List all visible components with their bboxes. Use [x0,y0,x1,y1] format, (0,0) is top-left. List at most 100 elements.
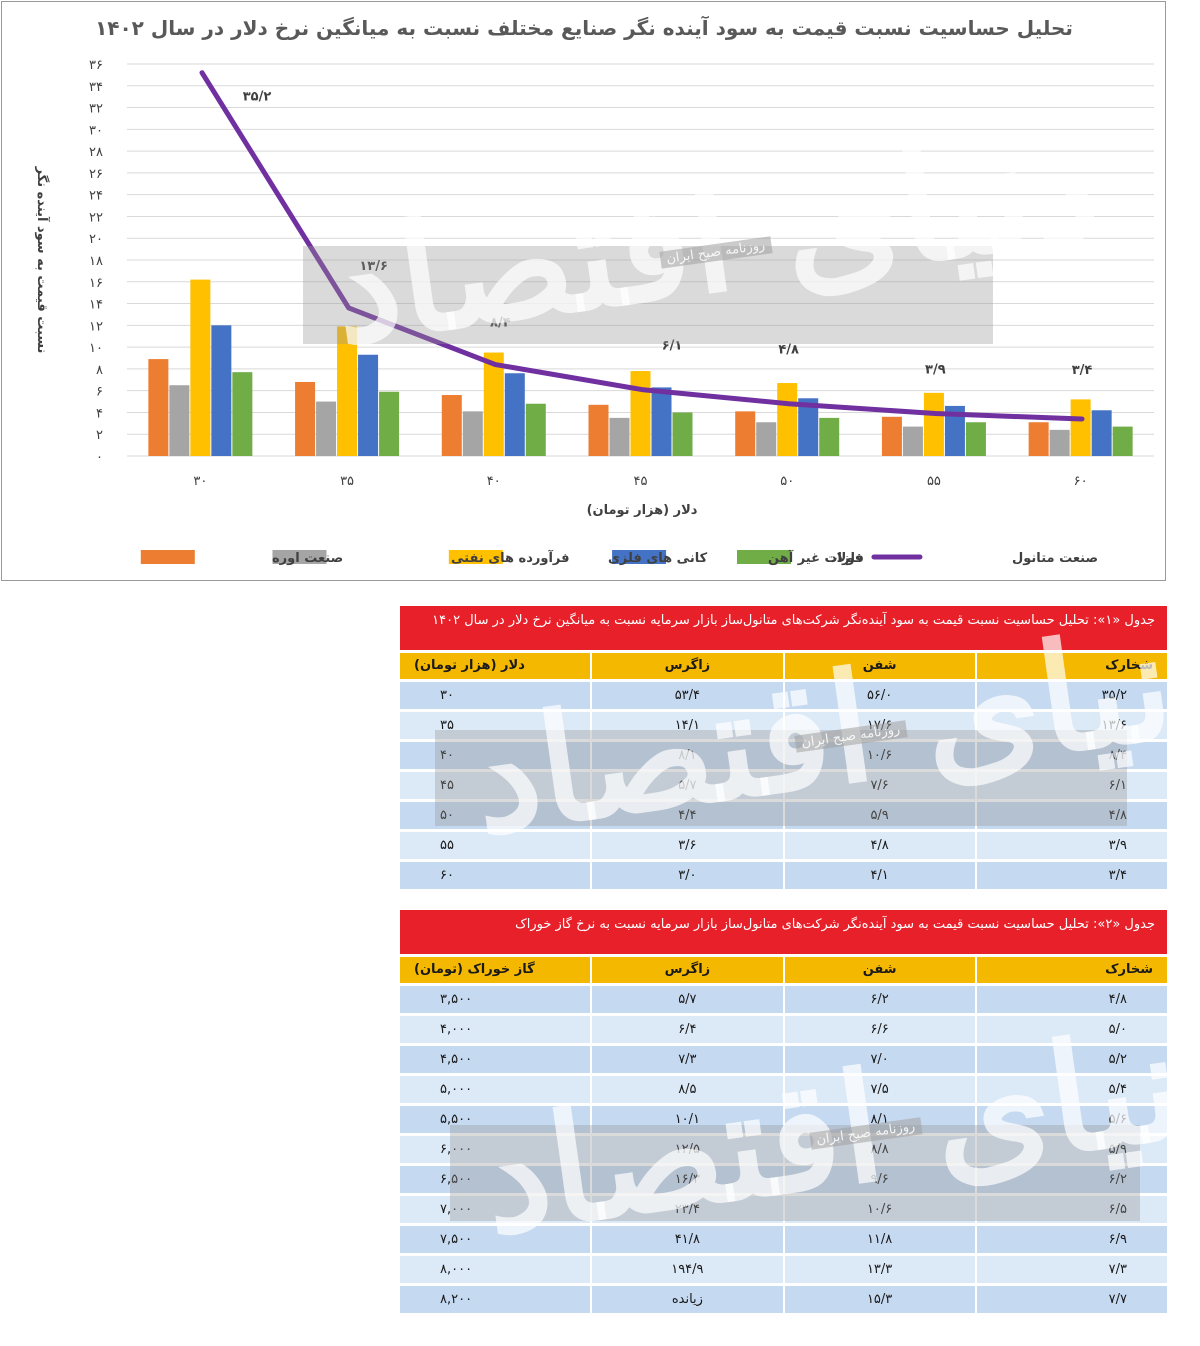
table-cell: ۵,۰۰۰ [400,1076,591,1103]
table-cell: ۱۳/۳ [784,1256,975,1283]
table-cell: ۱۴/۱ [592,712,783,739]
bar [232,372,253,456]
table-cell: ۸,۰۰۰ [400,1256,591,1283]
bar [672,412,693,456]
bar [1091,410,1112,456]
y-tick-label: ۸ [96,363,103,378]
chart-svg: تحلیل حساسیت نسبت قیمت به سود آینده نگر … [34,15,1154,566]
bar [1028,422,1049,456]
table-cell: ۶/۶ [784,1016,975,1043]
table-cell: ۱۳/۶ [976,712,1167,739]
table-row: ۵/۶ ۸/۱ ۱۰/۱ ۵,۵۰۰ [400,1106,1167,1133]
table-row: ۵/۰ ۶/۶ ۶/۴ ۴,۰۰۰ [400,1016,1167,1043]
y-axis-label: نسبت قیمت به سود آینده نگر [34,166,51,354]
table-cell: ۶/۲ [976,1166,1167,1193]
table-2-header-cell: زاگرس [592,957,783,983]
table-cell: ۱۱/۸ [784,1226,975,1253]
table-cell: ۸/۸ [784,1136,975,1163]
bar [337,326,358,456]
y-tick-label: ۰ [96,450,103,465]
table-1: جدول «۱»: تحلیل حساسیت نسبت قیمت به سود … [400,606,1167,889]
table-cell: ۷/۷ [976,1286,1167,1313]
table-cell: ۸/۱ [592,742,783,769]
table-1-header-cell: شخارک [976,653,1167,679]
table-cell: ۳/۴ [976,862,1167,889]
table-cell: ۴۵ [400,772,591,799]
bar [965,422,986,456]
x-tick-label: ۴۰ [487,474,501,489]
y-tick-label: ۱۶ [89,276,103,291]
table-cell: ۴,۵۰۰ [400,1046,591,1073]
table-cell: ۶/۹ [976,1226,1167,1253]
bar [630,371,651,456]
table-row: ۶/۲ ۹/۶ ۱۶/۳ ۶,۵۰۰ [400,1166,1167,1193]
methanol-line [199,70,1085,422]
table-cell: ۸/۵ [592,1076,783,1103]
legend-label: فلزات غیر آهن [768,549,864,566]
table-cell: ۷/۳ [592,1046,783,1073]
bar [358,354,379,456]
table-cell: ۹/۶ [784,1166,975,1193]
table-cell: ۱۷/۶ [784,712,975,739]
table-cell: ۶/۲ [784,986,975,1013]
table-2-title: جدول «۲»: تحلیل حساسیت نسبت قیمت به سود … [400,910,1167,954]
table-row: ۷/۷ ۱۵/۳ زیانده ۸,۲۰۰ [400,1286,1167,1313]
table-1-header-cell: شفن [784,653,975,679]
y-tick-label: ۲۲ [89,210,103,225]
table-cell: ۵/۹ [784,802,975,829]
x-axis-label: دلار (هزار تومان) [587,503,698,518]
table-cell: ۶,۰۰۰ [400,1136,591,1163]
legend-label: کانی های فلزی [608,551,708,566]
legend-label: صنعت اوره [272,551,343,566]
x-tick-label: ۳۵ [340,474,354,489]
data-label: ۳/۹ [925,363,946,378]
table-cell: ۷/۵ [784,1076,975,1103]
table-cell: ۶/۴ [592,1016,783,1043]
table-row: ۵/۴ ۷/۵ ۸/۵ ۵,۰۰۰ [400,1076,1167,1103]
table-cell: ۷,۰۰۰ [400,1196,591,1223]
table-2-header-cell: شخارک [976,957,1167,983]
table-cell: ۴/۸ [784,832,975,859]
table-cell: ۴/۸ [976,986,1167,1013]
table-cell: ۳/۶ [592,832,783,859]
y-tick-label: ۲۶ [89,167,103,182]
legend-swatch [736,550,791,564]
table-1-header-cell: دلار (هزار تومان) [400,653,591,679]
data-label: ۳/۴ [1072,363,1093,378]
table-cell: ۲۳/۴ [592,1196,783,1223]
table-row: ۷/۳ ۱۳/۳ ۱۹۴/۹ ۸,۰۰۰ [400,1256,1167,1283]
y-tick-label: ۱۲ [89,319,103,334]
legend-label: فرآورده های نفتی [451,549,570,566]
data-label: ۱۳/۶ [359,259,388,274]
table-1-header: شخارک شفن زاگرس دلار (هزار تومان) [400,653,1167,679]
y-tick-label: ۳۰ [89,123,103,138]
bar [777,383,798,456]
bar [525,403,546,456]
y-tick-label: ۱۰ [89,341,103,356]
table-cell: ۳/۹ [976,832,1167,859]
bar [902,426,923,456]
y-tick-label: ۱۴ [89,298,103,313]
bar [944,405,965,456]
table-cell: ۶,۵۰۰ [400,1166,591,1193]
table-cell: ۷/۳ [976,1256,1167,1283]
table-cell: ۱۹۴/۹ [592,1256,783,1283]
y-tick-label: ۳۴ [89,80,103,95]
x-tick-label: ۵۵ [927,474,941,489]
bar [483,352,504,456]
y-tick-label: ۱۸ [89,254,103,269]
bar [881,416,902,456]
bar [462,411,483,456]
table-row: ۴/۸ ۵/۹ ۴/۴ ۵۰ [400,802,1167,829]
table-cell: ۱۵/۳ [784,1286,975,1313]
table-cell: ۵/۹ [976,1136,1167,1163]
x-tick-label: ۴۵ [634,474,648,489]
table-row: ۳/۹ ۴/۸ ۳/۶ ۵۵ [400,832,1167,859]
table-cell: ۶/۱ [976,772,1167,799]
table-cell: ۵/۲ [976,1046,1167,1073]
legend-label: فولاد [830,551,863,566]
y-tick-label: ۲۴ [89,189,103,204]
table-cell: ۴/۴ [592,802,783,829]
bar [1049,429,1070,456]
bar [190,279,211,456]
